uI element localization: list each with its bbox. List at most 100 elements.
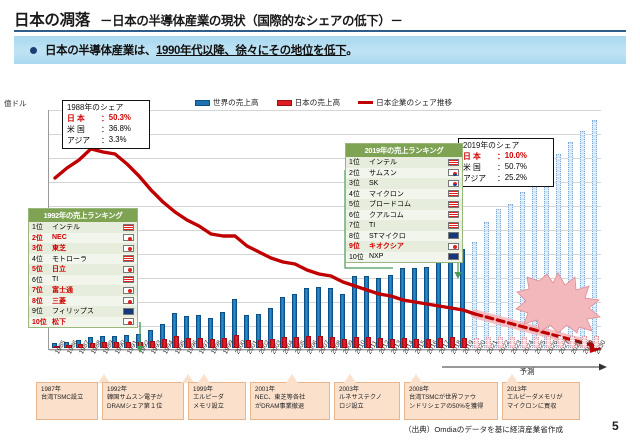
ranking-row: 8位 三菱	[29, 296, 137, 307]
timeline-event: 1999年 エルピーダ メモリ設立	[188, 382, 246, 420]
lead-underline: 1990年代以降、徐々にその地位を低下	[156, 45, 347, 57]
bar-japan	[318, 336, 324, 348]
callout-2019-title: 2019年のシェア	[463, 141, 520, 150]
ranking-row: 2位 サムスン	[346, 168, 462, 179]
bar-japan	[258, 340, 264, 348]
flag-icon-eu	[123, 307, 134, 315]
ranking-row: 7位 富士通	[29, 285, 137, 296]
flag-icon-us	[448, 211, 459, 219]
timeline-event: 2001年 NEC、東芝等各社 がDRAM事業撤退	[250, 382, 330, 420]
bar-japan	[533, 336, 539, 348]
bar-japan	[234, 335, 240, 348]
bar-group	[290, 109, 302, 348]
forecast-range-arrow	[442, 363, 607, 371]
share-line-path	[473, 312, 597, 348]
ranking-1992-body: 1位 インテル 2位 NEC 3位 東芝 4位 モトローラ 5位 日立 6位 TI 7位 富士通 8位 三菱 9…	[29, 222, 137, 327]
callout-share-2019: 2019年のシェア 日 本 ： 10.0% 米 国 ： 50.7% アジア ： …	[458, 138, 554, 187]
ranking-row: 1位 インテル	[29, 222, 137, 233]
bar-japan	[521, 336, 527, 348]
bar-group	[218, 109, 230, 348]
bar-group	[314, 109, 326, 348]
bar-japan	[270, 339, 276, 348]
bar-japan	[198, 337, 204, 348]
bar-group	[50, 109, 62, 348]
ranking-position: 6位	[32, 276, 43, 284]
bullet-icon	[30, 46, 37, 54]
ranking-position: 8位	[32, 297, 43, 305]
ranking-row: 4位 モトローラ	[29, 254, 137, 265]
legend-label-world: 世界の売上高	[213, 98, 259, 107]
flag-icon-eu	[448, 232, 459, 240]
bar-group	[98, 109, 110, 348]
bar-group	[398, 109, 410, 348]
bar-group	[553, 109, 565, 348]
callout-1988-row-us: 米 国 ： 36.8%	[67, 124, 131, 134]
bar-japan	[485, 337, 491, 348]
bar-japan	[174, 336, 180, 348]
ranking-position: 1位	[32, 224, 43, 232]
legend-swatch-share	[358, 101, 374, 104]
callout-1988-val-japan: 50.3%	[108, 113, 131, 122]
ranking-row: 3位 SK	[346, 178, 462, 189]
title-main: 日本の凋落	[14, 12, 91, 29]
flag-icon-us	[123, 276, 134, 284]
legend-label-japan: 日本の売上高	[294, 98, 341, 107]
ranking-row: 9位 フィリップス	[29, 306, 137, 317]
timeline-pointer	[98, 374, 110, 383]
timeline-text: メモリ設立	[193, 402, 224, 410]
bar-japan	[66, 345, 72, 348]
bar-group	[422, 109, 434, 348]
ranking-row: 3位 東芝	[29, 243, 137, 254]
bar-japan	[509, 336, 515, 348]
gridline	[49, 158, 601, 159]
ranking-company: TI	[52, 276, 59, 284]
gridline	[49, 326, 601, 327]
legend-item-share: 日本企業のシェア推移	[358, 97, 452, 108]
bar-japan	[306, 336, 312, 348]
timeline-text: エルピーダメモリが	[507, 394, 563, 402]
bar-japan	[102, 342, 108, 348]
bar-group	[589, 109, 601, 348]
source-note: （出典）Omdiaのデータを基に経済産業省作成	[404, 425, 564, 434]
gridline	[49, 278, 601, 279]
ranking-position: 1位	[349, 159, 360, 167]
bar-japan	[569, 336, 575, 348]
bar-japan	[294, 336, 300, 348]
flag-icon-us	[448, 221, 459, 229]
bar-japan	[473, 337, 479, 348]
ranking-company: NXP	[369, 253, 384, 261]
ranking-table-2019: 2019年の売上ランキング 1位 インテル 2位 サムスン 3位 SK 4位 マイクロン 5位 ブ…	[345, 143, 463, 263]
bar-japan	[222, 338, 228, 348]
ranking-row: 6位 TI	[29, 275, 137, 286]
ranking-1992-title: 1992年の売上ランキング	[29, 209, 137, 222]
ranking-row: 5位 ブロードコム	[346, 199, 462, 210]
ranking-position: 3位	[32, 245, 43, 253]
ranking-row: 8位 STマイクロ	[346, 231, 462, 242]
ranking-company: マイクロン	[369, 190, 404, 198]
ranking-company: フィリップス	[52, 308, 94, 316]
callout-1988-row-japan: 日 本 ： 50.3%	[67, 113, 131, 123]
ranking-company: サムスン	[369, 169, 397, 177]
ranking-position: 9位	[32, 308, 43, 316]
y-axis-unit: 億ドル	[4, 99, 27, 108]
bar-group	[230, 109, 242, 348]
flag-icon-kr	[448, 179, 459, 187]
ranking-company: 松下	[52, 318, 66, 326]
bar-group	[170, 109, 182, 348]
bar-group	[278, 109, 290, 348]
timeline-pointer	[344, 374, 356, 383]
ranking-table-1992: 1992年の売上ランキング 1位 インテル 2位 NEC 3位 東芝 4位 モトローラ 5位 日立…	[28, 208, 138, 328]
ranking-row: 6位 クアルコム	[346, 210, 462, 221]
chart-legend: 世界の売上高 日本の売上高 日本企業のシェア推移	[195, 97, 452, 108]
callout-2019-key-us: 米 国	[463, 163, 481, 172]
timeline-text: 韓国サムスン電子が	[107, 394, 163, 402]
ranking-company: 東芝	[52, 245, 66, 253]
bar-group	[146, 109, 158, 348]
flag-icon-kr	[448, 169, 459, 177]
bar-group	[254, 109, 266, 348]
ranking-position: 4位	[349, 190, 360, 198]
legend-item-japan: 日本の売上高	[276, 97, 341, 108]
timeline-pointer	[506, 374, 518, 383]
timeline-year: 1987年	[41, 386, 61, 393]
